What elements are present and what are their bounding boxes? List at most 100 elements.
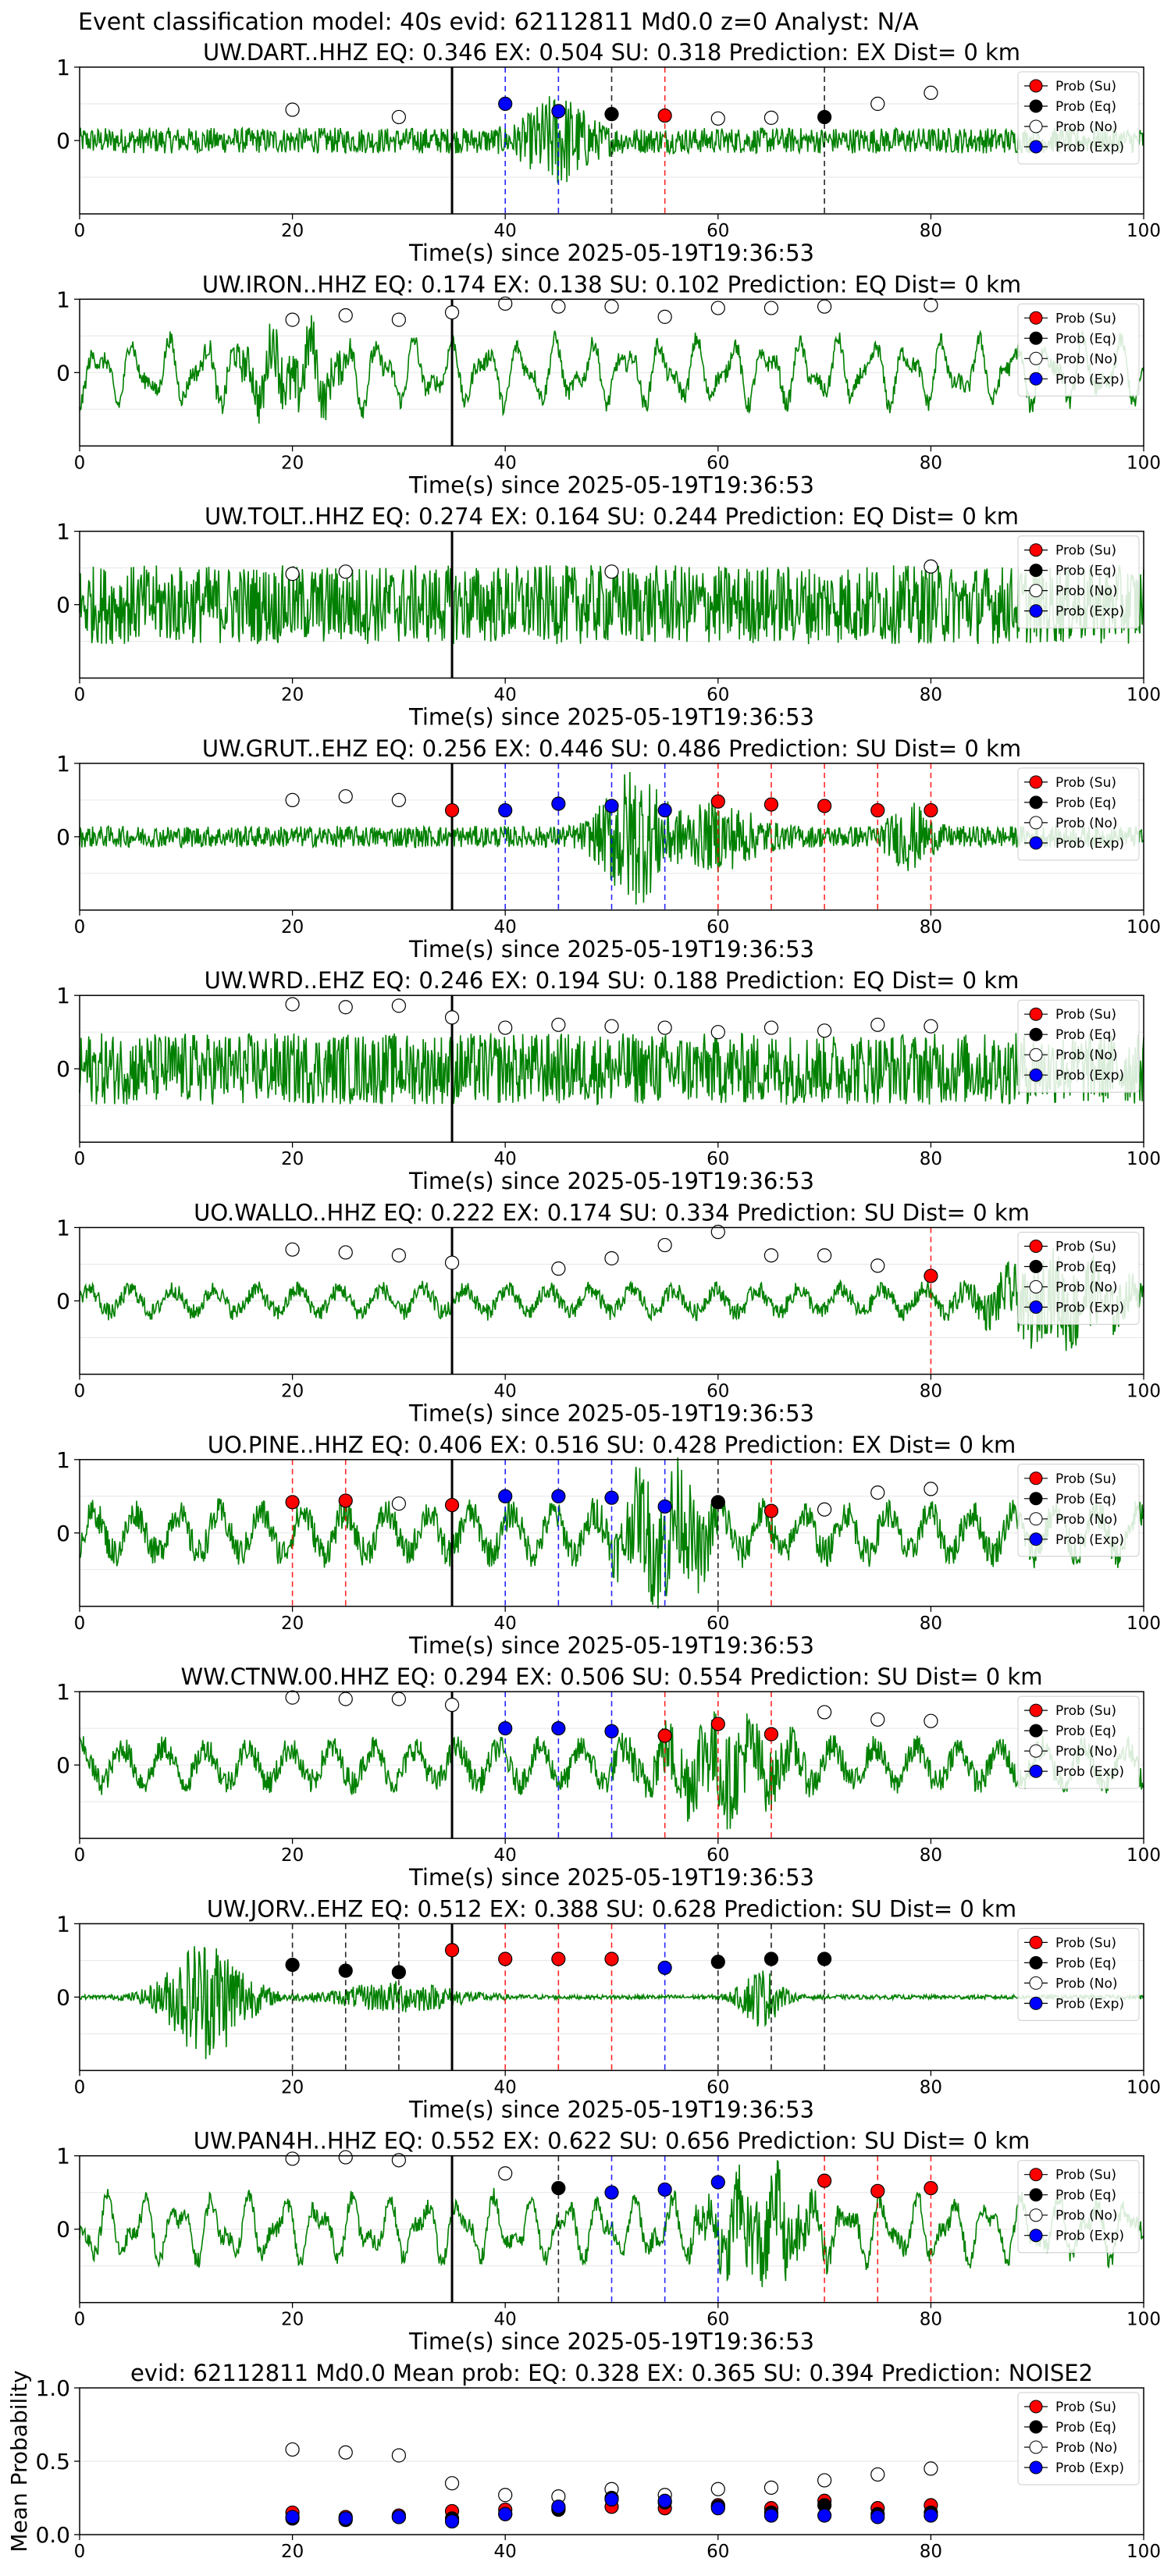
legend-marker [1029, 2188, 1043, 2202]
legend-marker [1029, 2440, 1043, 2454]
mean-probability-point [763, 2508, 779, 2523]
legend-box [1017, 1927, 1140, 2021]
x-tick-label: 60 [707, 1845, 729, 1866]
legend-label: Prob (Su) [1055, 79, 1116, 94]
x-tick-label: 60 [707, 2077, 729, 2097]
legend-box [1017, 303, 1140, 397]
mean-probability-point [710, 2482, 725, 2496]
probability-point [817, 1023, 832, 1038]
probability-point [763, 797, 779, 812]
legend-marker [1029, 1744, 1043, 1758]
x-axis-label: Time(s) since 2025-05-19T19:36:53 [408, 1864, 814, 1891]
x-tick-label: 80 [920, 2077, 942, 2097]
y-tick-label: 0 [56, 1289, 70, 1315]
probability-point [391, 1692, 406, 1706]
x-tick-label: 0 [74, 1845, 86, 1866]
legend-marker [1029, 2400, 1043, 2414]
probability-point [285, 102, 300, 117]
y-tick-label: 0 [56, 1056, 70, 1082]
legend-label: Prob (No) [1055, 1048, 1118, 1063]
legend-label: Prob (No) [1055, 2440, 1118, 2456]
panel-title: UO.WALLO..HHZ EQ: 0.222 EX: 0.174 SU: 0.… [194, 1200, 1030, 1226]
x-axis-label: Time(s) since 2025-05-19T19:36:53 [408, 1168, 814, 1194]
probability-point [817, 109, 832, 125]
mean-probability-point [870, 2467, 885, 2482]
y-tick-label: 1 [56, 751, 70, 777]
probability-point [391, 998, 406, 1013]
x-tick-label: 20 [281, 1845, 304, 1866]
legend-label: Prob (Su) [1055, 1471, 1116, 1487]
probability-point [285, 997, 300, 1012]
x-tick-label: 80 [920, 1149, 942, 1169]
x-tick-label: 100 [1127, 917, 1161, 938]
legend-marker [1029, 351, 1043, 365]
probability-point [285, 792, 300, 808]
mean-probability-point [391, 2448, 406, 2463]
probability-point [657, 1499, 672, 1514]
panel-6: UO.WALLO..HHZ EQ: 0.222 EX: 0.174 SU: 0.… [56, 1200, 1161, 1427]
probability-point [870, 1485, 885, 1500]
probability-point [817, 1952, 832, 1966]
x-axis-label: Time(s) since 2025-05-19T19:36:53 [408, 471, 814, 498]
panel-title: UO.PINE..HHZ EQ: 0.406 EX: 0.516 SU: 0.4… [208, 1432, 1016, 1458]
probability-point [498, 1721, 513, 1736]
legend-label: Prob (No) [1055, 351, 1118, 367]
x-tick-label: 40 [494, 685, 517, 706]
mean-probability-point [657, 2493, 672, 2508]
legend-marker [1029, 140, 1043, 154]
probability-point [817, 1502, 832, 1517]
probability-point [498, 96, 513, 112]
y-tick-label: 0.5 [35, 2449, 70, 2475]
probability-point [763, 301, 779, 315]
legend-marker [1029, 372, 1043, 386]
probability-point [870, 802, 885, 818]
probability-point [498, 1489, 513, 1503]
x-tick-label: 80 [920, 1614, 942, 1634]
x-tick-label: 40 [494, 453, 517, 473]
y-tick-label: 0 [56, 128, 70, 154]
legend-marker [1029, 119, 1043, 133]
legend-marker [1029, 836, 1043, 850]
x-tick-label: 80 [920, 453, 942, 473]
legend-marker [1029, 1976, 1043, 1990]
x-tick-label: 0 [74, 221, 86, 241]
x-tick-label: 0 [74, 2310, 86, 2330]
probability-point [444, 1255, 460, 1270]
legend-marker [1029, 795, 1043, 809]
x-tick-label: 60 [707, 2310, 729, 2330]
x-tick-label: 0 [74, 453, 86, 473]
x-axis-label: Time(s) since 2025-05-19T19:36:53 [408, 2096, 814, 2122]
x-axis-label: Time(s) since 2025-05-19T19:36:53 [408, 1400, 814, 1427]
waveform-trace [79, 1946, 1144, 2059]
probability-point [285, 312, 300, 327]
probability-point [604, 1490, 619, 1505]
probability-point [870, 1712, 885, 1727]
legend-label: Prob (Exp) [1055, 140, 1124, 155]
x-tick-label: 20 [281, 221, 304, 241]
probability-point [604, 1019, 619, 1034]
x-tick-label: 60 [707, 1614, 729, 1634]
probability-point [391, 1496, 406, 1511]
legend-box [1017, 1232, 1140, 1325]
legend-marker [1029, 1935, 1043, 1949]
legend-marker [1029, 1300, 1043, 1314]
y-tick-label: 0 [56, 592, 70, 618]
x-tick-label: 0 [74, 685, 86, 706]
x-tick-label: 100 [1127, 221, 1161, 241]
legend-marker [1029, 2420, 1043, 2434]
probability-point [444, 1943, 460, 1958]
x-tick-label: 40 [494, 2310, 517, 2330]
legend-marker [1029, 1703, 1043, 1717]
panel-title: UW.PAN4H..HHZ EQ: 0.552 EX: 0.622 SU: 0.… [194, 2128, 1030, 2154]
probability-point [498, 1952, 513, 1966]
probability-point [710, 111, 725, 126]
legend-marker [1029, 79, 1043, 93]
legend-label: Prob (Su) [1055, 775, 1116, 791]
x-tick-label: 80 [920, 917, 942, 938]
probability-point [338, 789, 353, 804]
legend-label: Prob (Exp) [1055, 1532, 1124, 1548]
legend-label: Prob (Exp) [1055, 836, 1124, 852]
probability-point [710, 1717, 725, 1731]
probability-point [657, 1237, 672, 1253]
probability-point [338, 564, 353, 579]
